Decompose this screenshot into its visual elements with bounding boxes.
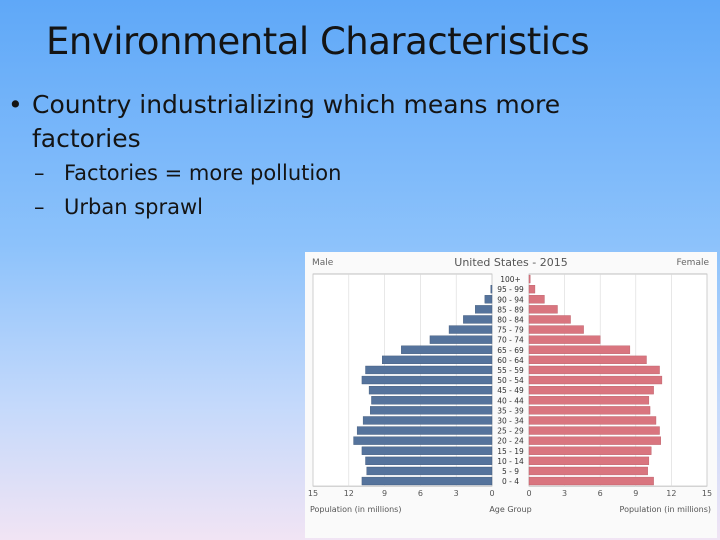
left-x-tick-label: 9	[382, 489, 387, 498]
right-x-axis-label: Population (in millions)	[620, 505, 711, 514]
age-group-label: 50 - 54	[497, 376, 524, 385]
female-bar	[528, 325, 584, 334]
age-group-label: 45 - 49	[497, 386, 524, 395]
age-group-label: 0 - 4	[502, 477, 519, 486]
female-bar	[528, 355, 647, 365]
female-bar	[528, 456, 650, 465]
age-group-label: 75 - 79	[497, 326, 524, 335]
age-group-label: 15 - 19	[497, 447, 524, 456]
center-x-axis-label: Age Group	[489, 505, 531, 514]
female-bar	[528, 436, 661, 445]
male-bar	[362, 416, 493, 425]
age-group-label: 95 - 99	[497, 285, 524, 294]
male-bar	[370, 406, 493, 415]
left-x-tick-label: 3	[454, 489, 459, 498]
right-x-tick-label: 9	[633, 489, 638, 498]
male-bar	[448, 325, 493, 334]
male-bar	[463, 315, 493, 324]
age-group-label: 5 - 9	[502, 467, 519, 476]
right-x-tick-label: 6	[598, 489, 603, 498]
male-bar	[401, 345, 493, 354]
sub-bullet-item: – Factories = more pollution	[8, 156, 648, 190]
sub-bullet-marker: –	[34, 161, 45, 185]
age-group-label: 10 - 14	[497, 457, 524, 466]
pyramid-svg: Male United States - 2015 Female 15 12 9 6 3 0 0 3…	[308, 256, 712, 514]
left-x-tick-label: 12	[344, 489, 354, 498]
age-group-label: 90 - 94	[497, 295, 524, 304]
age-group-label: 20 - 24	[497, 437, 524, 446]
right-x-tick-label: 15	[702, 489, 712, 498]
age-group-label: 80 - 84	[497, 316, 524, 325]
bullet-list: • Country industrializing which means mo…	[8, 88, 648, 224]
sub-bullet-marker: –	[34, 195, 45, 219]
age-group-label: 35 - 39	[497, 406, 524, 415]
age-group-label: 55 - 59	[497, 366, 524, 375]
female-bar	[528, 375, 663, 385]
female-bar	[528, 335, 601, 344]
male-bar	[353, 436, 493, 445]
female-bar	[528, 476, 654, 486]
male-bar	[382, 355, 493, 365]
sub-bullet-text: Urban sprawl	[64, 195, 203, 219]
male-bar	[361, 446, 493, 455]
male-bar	[365, 456, 493, 465]
male-bar	[484, 295, 493, 304]
left-x-tick-label: 6	[418, 489, 423, 498]
female-bar	[528, 426, 660, 435]
left-side-label: Male	[312, 258, 334, 268]
bullet-text: Country industrializing which means more…	[32, 90, 561, 153]
female-bar	[528, 406, 651, 415]
female-bar	[528, 466, 648, 476]
female-bar	[528, 315, 571, 324]
female-bar	[528, 385, 654, 395]
male-bar	[356, 426, 493, 435]
age-group-label: 25 - 29	[497, 427, 524, 436]
age-group-label: 65 - 69	[497, 346, 524, 355]
female-bar	[528, 274, 531, 284]
right-x-tick-label: 12	[666, 489, 676, 498]
right-side-label: Female	[676, 258, 709, 268]
bullet-item: • Country industrializing which means mo…	[8, 88, 648, 156]
female-bar	[528, 365, 660, 375]
age-group-label: 70 - 74	[497, 336, 524, 345]
right-x-tick-label: 3	[562, 489, 567, 498]
female-bar	[528, 305, 558, 314]
left-x-tick-label: 0	[489, 489, 494, 498]
male-bar	[368, 385, 493, 395]
right-x-tick-label: 0	[526, 489, 531, 498]
slide-title: Environmental Characteristics	[46, 20, 590, 63]
population-pyramid-chart: Male United States - 2015 Female 15 12 9 6 3 0 0 3…	[305, 252, 717, 538]
left-x-tick-label: 15	[308, 489, 318, 498]
male-bar	[475, 305, 493, 314]
male-bar	[366, 466, 493, 476]
left-x-axis-label: Population (in millions)	[310, 505, 401, 514]
age-group-label: 40 - 44	[497, 396, 524, 405]
male-bar	[361, 476, 493, 486]
sub-bullet-text: Factories = more pollution	[64, 161, 342, 185]
bullet-marker: •	[8, 90, 23, 119]
female-bar	[528, 446, 652, 455]
sub-bullet-item: – Urban sprawl	[8, 190, 648, 224]
age-group-label: 30 - 34	[497, 417, 524, 426]
male-bar	[361, 375, 493, 385]
female-bar	[528, 285, 536, 294]
female-bar	[528, 295, 545, 304]
age-group-label: 100+	[500, 275, 521, 284]
chart-title: United States - 2015	[454, 256, 567, 269]
female-bar	[528, 396, 650, 405]
age-group-label: 85 - 89	[497, 305, 524, 314]
male-bar	[365, 365, 493, 375]
male-bar	[429, 335, 493, 344]
female-bar	[528, 345, 631, 354]
male-bar	[371, 396, 493, 405]
female-bar	[528, 416, 657, 425]
age-group-label: 60 - 64	[497, 356, 524, 365]
male-bar	[490, 285, 493, 294]
